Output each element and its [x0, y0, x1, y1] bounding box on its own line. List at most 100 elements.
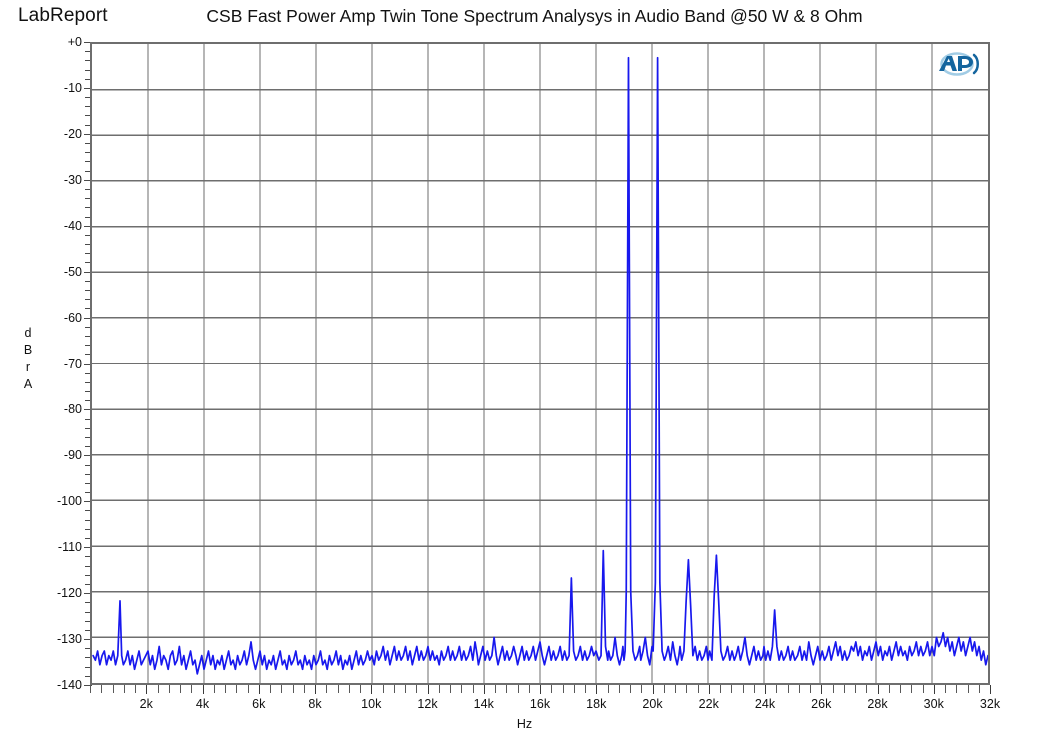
x-axis-minor-tick: [573, 685, 575, 693]
x-axis-minor-tick: [798, 685, 800, 693]
y-axis-minor-tick: [85, 78, 92, 80]
y-axis-minor-tick: [85, 115, 92, 117]
y-axis-minor-tick: [85, 427, 92, 429]
x-axis-minor-tick: [866, 685, 868, 693]
x-axis-minor-tick: [191, 685, 193, 693]
y-axis-minor-tick: [85, 381, 92, 383]
y-axis-minor-tick: [85, 51, 92, 53]
x-axis-tick-label: 2k: [139, 697, 153, 711]
y-axis-minor-tick: [85, 308, 92, 310]
x-axis-minor-tick: [337, 685, 339, 693]
y-axis-minor-tick: [84, 455, 92, 457]
x-axis-minor-tick: [180, 685, 181, 693]
x-axis-tick-label: 8k: [308, 697, 322, 711]
x-axis-minor-ticks: [90, 685, 991, 694]
x-axis-tick-label: 16k: [529, 697, 551, 711]
x-axis-tick-label: 30k: [923, 697, 944, 711]
y-axis-minor-tick: [85, 299, 92, 301]
y-axis-minor-tick: [85, 290, 92, 291]
x-axis-minor-tick: [405, 685, 406, 693]
y-axis-minor-tick: [85, 538, 92, 540]
x-axis-minor-tick: [348, 685, 350, 693]
x-axis-minor-tick: [978, 685, 980, 693]
x-axis-minor-tick: [663, 685, 665, 693]
x-axis-minor-tick: [506, 685, 508, 693]
y-axis-minor-tick: [85, 345, 92, 347]
x-axis-minor-tick: [652, 685, 654, 694]
y-axis-title-char: r: [25, 360, 31, 374]
x-axis-minor-tick: [438, 685, 440, 693]
y-axis-minor-tick: [85, 354, 92, 356]
y-axis-minor-tick: [85, 492, 92, 494]
y-axis-minor-tick: [85, 602, 92, 604]
y-axis-minor-tick: [85, 106, 92, 108]
y-axis-minor-tick: [85, 69, 92, 71]
x-axis-minor-tick: [607, 685, 609, 693]
y-axis-minor-tick: [85, 629, 92, 631]
y-axis-minor-tick: [85, 170, 92, 172]
x-axis-tick-label: 22k: [698, 697, 719, 711]
x-axis-minor-tick: [911, 685, 913, 693]
x-axis-minor-tick: [956, 685, 958, 693]
y-axis-minor-tick: [84, 317, 92, 319]
y-axis-minor-tick: [85, 583, 92, 585]
y-axis-minor-tick: [85, 565, 92, 567]
x-axis-minor-tick: [461, 685, 463, 693]
x-axis-minor-tick: [922, 685, 924, 693]
y-axis-tick-label: -10: [63, 80, 82, 95]
ap-logo-icon: [939, 52, 979, 76]
y-axis-minor-tick: [85, 418, 92, 420]
y-axis-minor-tick: [85, 675, 92, 677]
y-axis-tick-label: -40: [63, 218, 82, 233]
x-axis-minor-tick: [101, 685, 103, 693]
x-axis-minor-tick: [90, 685, 91, 693]
y-axis-tick-label: -50: [63, 264, 82, 279]
y-axis-minor-tick: [85, 436, 92, 438]
y-axis-minor-tick: [85, 188, 92, 190]
x-axis-minor-tick: [585, 685, 586, 693]
x-axis-minor-tick: [900, 685, 901, 693]
x-axis-minor-tick: [630, 685, 631, 693]
x-axis-minor-tick: [247, 685, 249, 693]
y-axis-tick-label: +0: [67, 35, 82, 49]
y-axis-minor-tick: [85, 143, 92, 145]
x-axis-minor-tick: [135, 685, 136, 693]
x-axis-minor-tick: [742, 685, 744, 693]
x-axis-minor-tick: [618, 685, 620, 693]
x-axis-minor-tick: [123, 685, 125, 693]
x-axis-minor-tick: [236, 685, 238, 693]
x-axis-tick-label: 6k: [252, 697, 266, 711]
x-axis-tick-label: 14k: [473, 697, 494, 711]
y-axis-minor-tick: [85, 666, 92, 668]
y-axis-title-char: B: [23, 343, 33, 357]
x-axis-minor-tick: [326, 685, 328, 693]
y-axis-tick-label: -30: [63, 172, 82, 187]
x-axis-minor-tick: [596, 685, 598, 694]
y-axis-minor-tick: [84, 87, 92, 89]
y-axis-minor-tick: [85, 611, 92, 613]
x-axis-minor-tick: [112, 685, 114, 693]
x-axis-minor-tick: [855, 685, 856, 693]
y-axis-minor-tick: [85, 473, 92, 475]
x-axis-minor-tick: [213, 685, 215, 693]
y-axis-minor-tick: [85, 446, 92, 448]
y-axis-tick-label: -100: [56, 494, 82, 509]
y-axis-minor-tick: [85, 372, 92, 374]
y-axis-minor-tick: [84, 593, 92, 595]
y-axis-minor-tick: [84, 409, 92, 411]
y-axis-minor-tick: [84, 639, 92, 641]
grid-lines: [92, 44, 988, 683]
x-axis-tick-label: 10k: [361, 697, 382, 711]
y-axis-minor-tick: [84, 179, 92, 181]
x-axis-tick-label: 28k: [867, 697, 888, 711]
x-axis-tick-label: 4k: [195, 697, 210, 711]
y-axis-minor-tick: [85, 207, 92, 209]
x-axis-minor-tick: [416, 685, 418, 693]
y-axis-minor-tick: [85, 620, 92, 622]
x-axis-minor-tick: [270, 685, 271, 693]
x-axis-minor-tick: [562, 685, 564, 693]
y-axis-minor-tick: [85, 556, 92, 558]
y-axis-minor-tick: [84, 271, 92, 273]
y-axis-tick-label: -90: [63, 448, 82, 463]
x-axis-minor-tick: [382, 685, 384, 693]
